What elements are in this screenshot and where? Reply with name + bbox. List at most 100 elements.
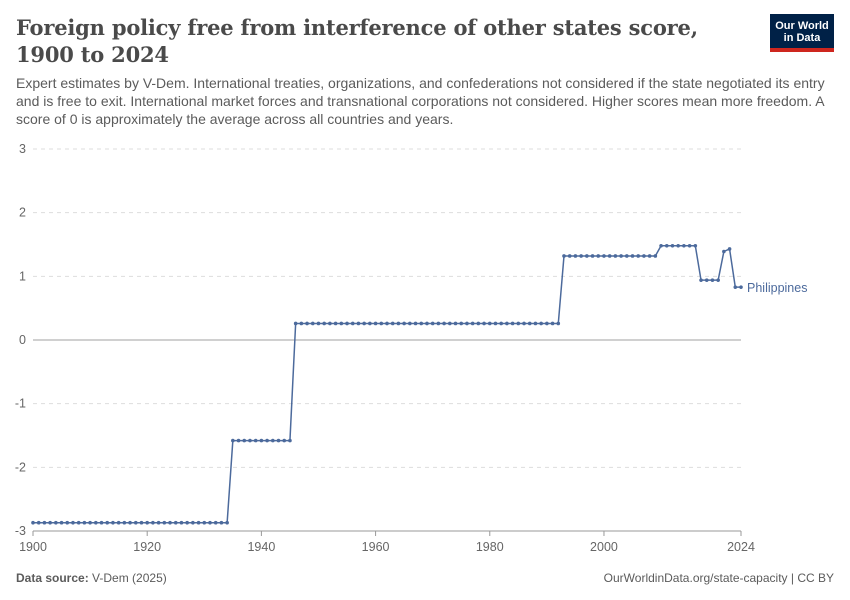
grid-lines bbox=[33, 148, 741, 532]
x-tick-label: 1920 bbox=[133, 540, 161, 554]
data-point bbox=[516, 321, 521, 326]
data-point bbox=[550, 321, 555, 326]
data-point bbox=[253, 438, 258, 443]
data-point bbox=[636, 254, 641, 258]
data-point bbox=[602, 254, 606, 258]
data-point bbox=[704, 278, 709, 282]
y-tick-label: 3 bbox=[19, 142, 26, 156]
data-point bbox=[676, 243, 680, 248]
footer-url[interactable]: OurWorldinData.org/state-capacity | CC B… bbox=[603, 571, 834, 585]
data-point bbox=[116, 520, 121, 525]
data-point bbox=[710, 278, 715, 282]
data-point bbox=[722, 249, 726, 254]
data-point bbox=[225, 520, 229, 525]
series-label-philippines: Philippines bbox=[747, 281, 807, 295]
data-point bbox=[510, 321, 515, 326]
y-axis-ticks: 3 2 1 0 -1 -2 -3 bbox=[15, 142, 26, 538]
chart-subtitle: Expert estimates by V-Dem. International… bbox=[16, 75, 825, 127]
data-point bbox=[31, 520, 35, 525]
data-point bbox=[642, 254, 646, 258]
chart-title: Foreign policy free from interference of… bbox=[16, 15, 698, 67]
data-point bbox=[368, 321, 372, 326]
data-point bbox=[493, 321, 498, 326]
data-point bbox=[727, 247, 732, 251]
data-point bbox=[191, 520, 195, 525]
data-point bbox=[356, 321, 361, 326]
y-tick-label: 2 bbox=[19, 206, 26, 220]
x-tick-label: 1900 bbox=[19, 540, 47, 554]
data-point bbox=[664, 243, 669, 248]
data-point bbox=[333, 321, 338, 326]
data-point bbox=[82, 520, 87, 525]
data-point bbox=[459, 321, 464, 326]
y-tick-label: 0 bbox=[19, 333, 26, 347]
data-point bbox=[196, 520, 201, 525]
data-point bbox=[185, 520, 189, 525]
data-point bbox=[276, 438, 281, 443]
y-tick-label: 1 bbox=[19, 269, 26, 283]
data-point bbox=[122, 520, 127, 525]
data-point bbox=[202, 520, 207, 525]
data-point bbox=[670, 243, 675, 248]
data-point bbox=[128, 520, 132, 525]
data-point bbox=[505, 321, 509, 326]
data-point bbox=[436, 321, 441, 326]
logo-line-1: Our World bbox=[775, 20, 829, 32]
x-tick-label: 1960 bbox=[362, 540, 390, 554]
data-point bbox=[402, 321, 406, 326]
data-point bbox=[590, 254, 595, 258]
data-point bbox=[682, 243, 686, 248]
data-point bbox=[699, 278, 703, 282]
data-point bbox=[305, 321, 309, 326]
data-point bbox=[647, 254, 652, 258]
data-point bbox=[527, 321, 532, 326]
data-source-value[interactable]: V-Dem (2025) bbox=[92, 571, 167, 585]
x-axis-ticks: 1900 1920 1940 1960 1980 2000 2024 bbox=[19, 530, 755, 554]
data-point bbox=[556, 321, 561, 326]
data-point bbox=[310, 321, 315, 326]
data-point bbox=[248, 438, 252, 443]
data-point bbox=[59, 520, 64, 525]
data-point bbox=[687, 243, 692, 248]
data-point bbox=[350, 321, 355, 326]
data-point bbox=[579, 254, 583, 258]
data-point bbox=[539, 321, 543, 326]
logo-line-2: in Data bbox=[783, 32, 821, 44]
data-point bbox=[545, 321, 549, 326]
data-point bbox=[99, 520, 104, 525]
x-tick-label: 2000 bbox=[590, 540, 618, 554]
data-point bbox=[487, 321, 492, 326]
y-tick-label: -3 bbox=[15, 524, 26, 538]
data-point bbox=[619, 254, 623, 258]
y-tick-label: -1 bbox=[15, 397, 26, 411]
data-point bbox=[94, 520, 98, 525]
data-point bbox=[328, 321, 332, 326]
data-point bbox=[162, 520, 167, 525]
data-point bbox=[76, 520, 81, 525]
data-point bbox=[179, 520, 184, 525]
x-tick-label: 2024 bbox=[727, 540, 755, 554]
data-point bbox=[733, 285, 738, 289]
data-point bbox=[453, 321, 458, 326]
data-point bbox=[54, 520, 58, 525]
data-point bbox=[448, 321, 452, 326]
data-point bbox=[271, 438, 275, 443]
owid-logo[interactable]: Our World in Data bbox=[770, 14, 834, 52]
data-point bbox=[693, 243, 698, 248]
data-point bbox=[613, 254, 618, 258]
data-point bbox=[482, 321, 486, 326]
data-source-label: Data source: bbox=[16, 571, 89, 585]
data-point bbox=[105, 520, 110, 525]
data-point bbox=[133, 520, 138, 525]
data-point bbox=[659, 243, 663, 248]
data-point bbox=[465, 321, 469, 326]
data-point bbox=[625, 254, 629, 258]
data-point bbox=[231, 438, 235, 443]
data-point bbox=[36, 520, 41, 525]
data-point bbox=[442, 321, 446, 326]
data-point bbox=[111, 520, 115, 525]
data-point bbox=[288, 438, 292, 443]
data-point bbox=[219, 520, 224, 525]
data-point bbox=[396, 321, 401, 326]
data-point bbox=[430, 321, 435, 326]
